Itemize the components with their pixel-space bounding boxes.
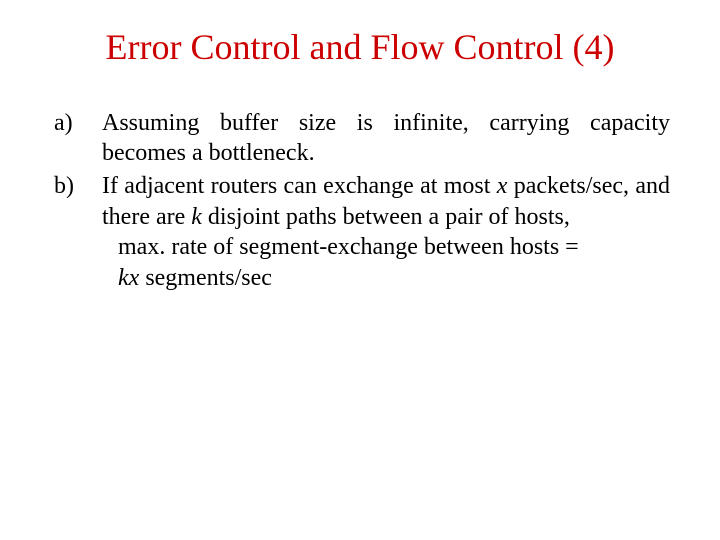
variable-k: k: [191, 204, 202, 230]
list-item: b) If adjacent routers can exchange at m…: [50, 171, 670, 294]
item-marker: b): [50, 171, 102, 294]
text: max. rate of segment-exchange between ho…: [118, 234, 579, 260]
list-item: a) Assuming buffer size is infinite, car…: [50, 108, 670, 169]
slide: Error Control and Flow Control (4) a) As…: [0, 0, 720, 540]
indented-line: max. rate of segment-exchange between ho…: [102, 232, 670, 293]
text: If adjacent routers can exchange at most: [102, 173, 497, 199]
item-body: If adjacent routers can exchange at most…: [102, 171, 670, 294]
variable-x: x: [497, 173, 508, 199]
item-marker: a): [50, 108, 102, 169]
variable-kx: kx: [118, 265, 139, 291]
slide-title: Error Control and Flow Control (4): [50, 28, 670, 68]
text: disjoint paths between a pair of hosts,: [202, 204, 570, 230]
item-body: Assuming buffer size is infinite, carryi…: [102, 108, 670, 169]
text: segments/sec: [139, 265, 272, 291]
bullet-list: a) Assuming buffer size is infinite, car…: [50, 108, 670, 294]
